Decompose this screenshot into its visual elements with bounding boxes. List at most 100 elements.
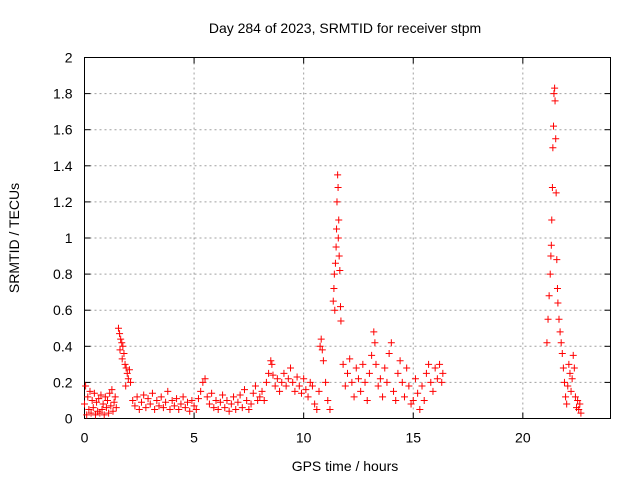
data-point <box>289 378 297 386</box>
y-tick-label: 1.4 <box>53 158 73 174</box>
data-point <box>304 393 312 401</box>
data-point <box>116 330 124 338</box>
data-point <box>140 391 148 399</box>
data-point <box>370 328 378 336</box>
y-tick-label: 0 <box>65 411 73 427</box>
data-point <box>547 252 555 260</box>
data-point <box>562 393 570 401</box>
data-point <box>547 241 555 249</box>
data-point <box>125 366 133 374</box>
data-point <box>552 189 560 197</box>
data-point <box>91 411 99 419</box>
data-point <box>331 259 339 267</box>
data-point <box>337 317 345 325</box>
data-point <box>570 364 578 372</box>
data-point <box>201 375 209 383</box>
data-point <box>330 270 338 278</box>
data-point <box>425 360 433 368</box>
data-point <box>551 84 559 92</box>
data-point <box>216 398 224 406</box>
data-point <box>385 350 393 358</box>
data-point <box>405 382 413 390</box>
data-point <box>429 387 437 395</box>
data-point <box>122 382 130 390</box>
data-point <box>225 407 233 415</box>
data-point <box>390 387 398 395</box>
data-point <box>84 393 92 401</box>
data-point <box>278 378 286 386</box>
data-point <box>341 382 349 390</box>
data-point <box>123 369 131 377</box>
y-tick-label: 1.6 <box>53 122 73 138</box>
data-point <box>121 360 129 368</box>
data-point <box>240 386 248 394</box>
data-point <box>186 407 194 415</box>
x-axis-label: GPS time / hours <box>292 458 399 474</box>
data-point <box>302 386 310 394</box>
data-point <box>282 382 290 390</box>
data-point <box>104 396 112 404</box>
data-point <box>236 391 244 399</box>
data-point <box>251 382 259 390</box>
data-point <box>387 339 395 347</box>
data-point <box>363 396 371 404</box>
data-point <box>374 382 382 390</box>
data-point <box>112 404 120 412</box>
data-point <box>157 393 165 401</box>
data-point <box>95 395 103 403</box>
data-point <box>438 378 446 386</box>
x-tick-label: 10 <box>296 430 312 446</box>
data-point <box>105 409 113 417</box>
data-point <box>567 387 575 395</box>
data-point <box>109 407 117 415</box>
data-point <box>131 402 139 410</box>
data-point <box>319 357 327 365</box>
data-point <box>173 395 181 403</box>
data-point <box>265 369 273 377</box>
axis-ticks: 00.20.40.60.811.21.41.61.820 5 10 15 20 <box>53 50 611 446</box>
data-point <box>336 303 344 311</box>
y-axis-label: SRMTID / TECUs <box>6 183 22 293</box>
data-point <box>372 360 380 368</box>
data-point <box>548 216 556 224</box>
data-point <box>339 360 347 368</box>
data-point <box>96 409 104 417</box>
data-point <box>144 395 152 403</box>
data-point <box>396 357 404 365</box>
data-point <box>245 405 253 413</box>
data-point <box>162 398 170 406</box>
data-point <box>546 270 554 278</box>
data-point <box>208 389 216 397</box>
data-point <box>137 398 145 406</box>
data-points <box>81 84 585 419</box>
data-point <box>210 404 218 412</box>
data-point <box>243 396 251 404</box>
data-point <box>256 393 264 401</box>
x-tick-label: 20 <box>515 430 531 446</box>
data-point <box>247 400 255 408</box>
data-point <box>100 411 108 419</box>
data-point <box>331 306 339 314</box>
data-point <box>120 350 128 358</box>
data-point <box>254 396 262 404</box>
data-point <box>569 351 577 359</box>
data-point <box>234 398 242 406</box>
data-point <box>86 387 94 395</box>
data-point <box>407 400 415 408</box>
data-point <box>108 386 116 394</box>
data-point <box>238 404 246 412</box>
data-point <box>197 387 205 395</box>
data-point <box>344 369 351 377</box>
data-point <box>249 389 257 397</box>
plot-frame <box>84 57 611 419</box>
data-point <box>295 382 303 390</box>
y-tick-label: 2 <box>65 50 73 66</box>
data-point <box>258 387 266 395</box>
data-point <box>558 350 566 358</box>
data-point <box>87 409 95 417</box>
data-point <box>129 396 137 404</box>
data-point <box>164 387 172 395</box>
data-point <box>287 364 295 372</box>
y-tick-label: 0.6 <box>53 302 73 318</box>
data-point <box>354 375 362 383</box>
